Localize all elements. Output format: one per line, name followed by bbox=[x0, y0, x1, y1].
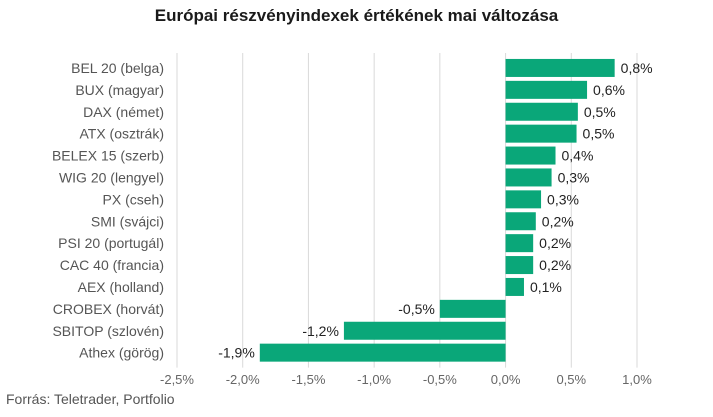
bar bbox=[505, 102, 578, 121]
category-label: CAC 40 (francia) bbox=[60, 257, 164, 273]
category-label: BELEX 15 (szerb) bbox=[52, 148, 164, 164]
category-label: DAX (német) bbox=[83, 104, 164, 120]
category-label: Athex (görög) bbox=[79, 345, 164, 361]
data-label: 0,5% bbox=[584, 104, 616, 120]
chart-title: Európai részvényindexek értékének mai vá… bbox=[154, 6, 559, 25]
source-note: Forrás: Teletrader, Portfolio bbox=[6, 391, 175, 407]
bar bbox=[343, 321, 506, 340]
data-label: -1,2% bbox=[302, 323, 339, 339]
x-tick-label: -0,5% bbox=[423, 372, 457, 387]
category-label: PSI 20 (portugál) bbox=[58, 235, 164, 251]
x-tick-label: 0,0% bbox=[491, 372, 521, 387]
bar bbox=[505, 80, 588, 99]
category-label: WIG 20 (lengyel) bbox=[59, 169, 164, 185]
data-label: 0,2% bbox=[539, 257, 571, 273]
data-label: 0,5% bbox=[583, 126, 615, 142]
x-tick-label: 1,0% bbox=[622, 372, 652, 387]
category-label: PX (cseh) bbox=[103, 191, 164, 207]
x-tick-label: -2,0% bbox=[226, 372, 260, 387]
category-label: BEL 20 (belga) bbox=[71, 60, 164, 76]
data-label: 0,2% bbox=[542, 213, 574, 229]
bar bbox=[505, 190, 542, 209]
category-label: CROBEX (horvát) bbox=[53, 301, 164, 317]
category-label: SBITOP (szlovén) bbox=[52, 323, 164, 339]
data-label: 0,1% bbox=[530, 279, 562, 295]
bar bbox=[439, 299, 506, 318]
bar bbox=[505, 256, 534, 275]
data-label: 0,4% bbox=[562, 148, 594, 164]
bar bbox=[505, 234, 534, 253]
x-tick-label: 0,5% bbox=[556, 372, 586, 387]
bar bbox=[505, 58, 615, 77]
bar bbox=[505, 277, 524, 296]
bar bbox=[259, 343, 506, 362]
data-label: -0,5% bbox=[398, 301, 435, 317]
bar bbox=[505, 168, 552, 187]
x-tick-label: -1,5% bbox=[291, 372, 325, 387]
bar bbox=[505, 124, 577, 143]
data-label: 0,3% bbox=[547, 191, 579, 207]
data-label: 0,6% bbox=[593, 82, 625, 98]
bar bbox=[505, 212, 536, 231]
category-label: ATX (osztrák) bbox=[79, 126, 164, 142]
bar bbox=[505, 146, 556, 165]
category-label: AEX (holland) bbox=[78, 279, 164, 295]
data-label: 0,3% bbox=[558, 169, 590, 185]
x-tick-label: -2,5% bbox=[160, 372, 194, 387]
x-tick-label: -1,0% bbox=[357, 372, 391, 387]
data-label: -1,9% bbox=[218, 345, 255, 361]
data-label: 0,2% bbox=[539, 235, 571, 251]
category-label: SMI (svájci) bbox=[91, 213, 164, 229]
data-label: 0,8% bbox=[621, 60, 653, 76]
category-label: BUX (magyar) bbox=[75, 82, 164, 98]
